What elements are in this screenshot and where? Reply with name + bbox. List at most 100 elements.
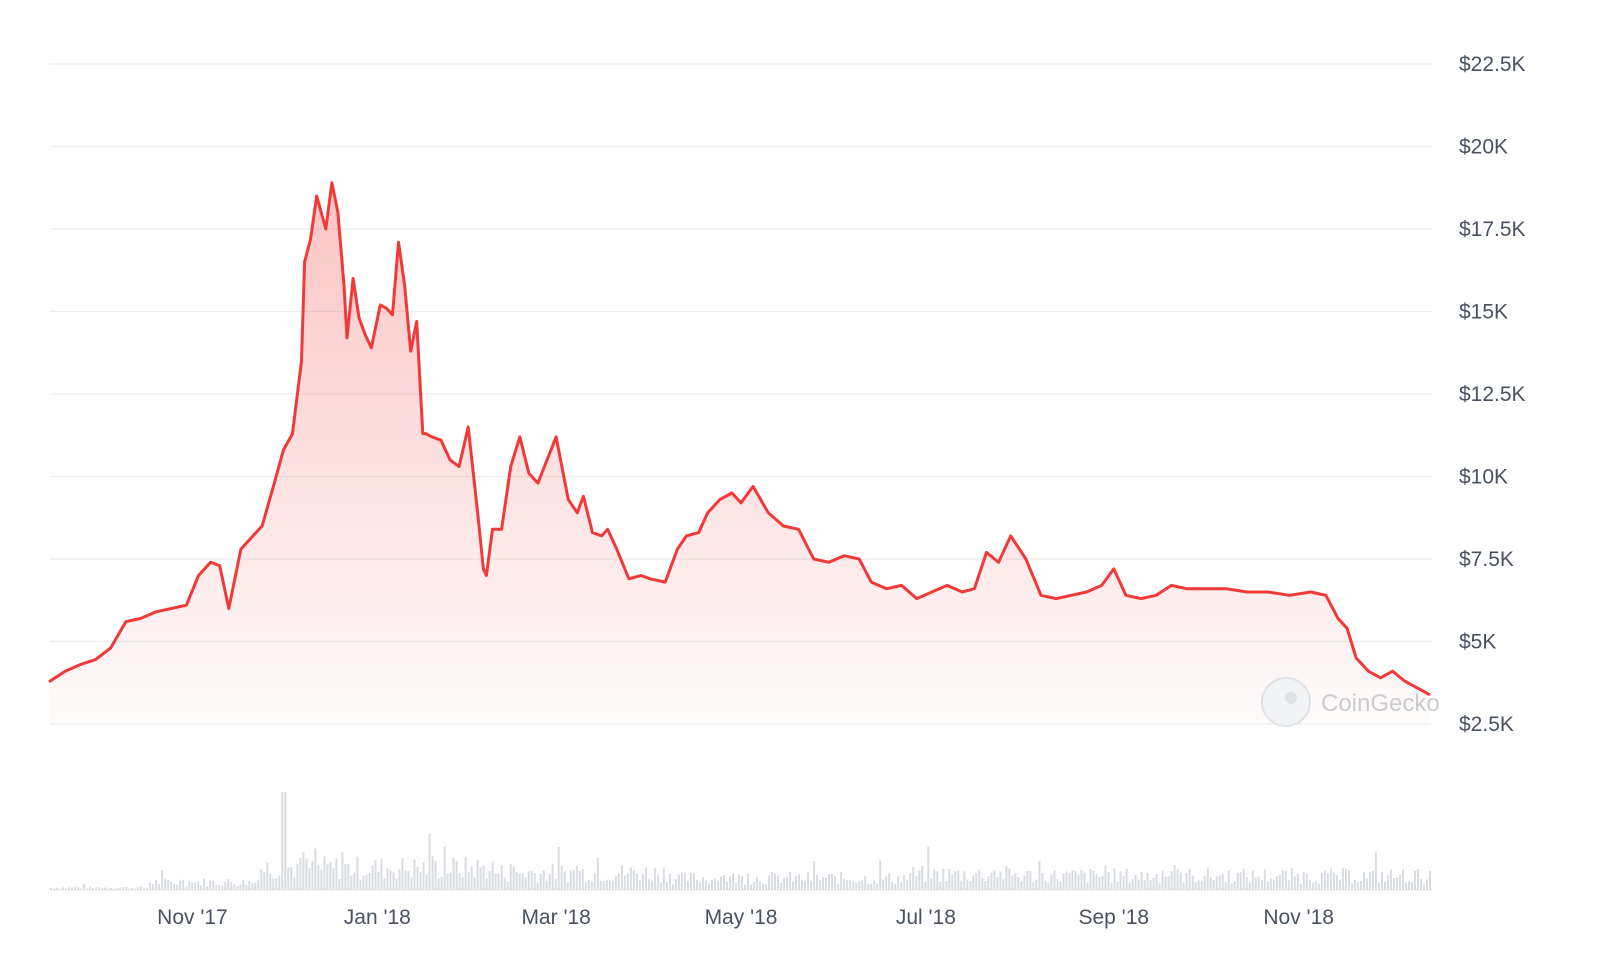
volume-bar [512, 866, 515, 890]
volume-bar [437, 878, 440, 890]
volume-bar [1293, 876, 1296, 890]
volume-bar [1323, 869, 1326, 890]
volume-bar [416, 867, 419, 890]
volume-bar [1242, 868, 1245, 890]
volume-bar [686, 880, 689, 890]
volume-bar [1128, 882, 1131, 890]
volume-bar [179, 880, 182, 890]
volume-bar [1326, 873, 1329, 890]
y-tick-label: $2.5K [1459, 713, 1514, 736]
volume-bar [1095, 873, 1098, 890]
volume-bar [975, 873, 978, 890]
volume-bar [972, 875, 975, 890]
volume-bar [338, 879, 341, 890]
volume-bar [677, 874, 680, 890]
volume-bar [413, 859, 416, 890]
volume-bar [191, 882, 194, 890]
volume-bar [714, 878, 716, 890]
volume-bar [1353, 879, 1356, 890]
volume-bar [900, 882, 903, 890]
volume-bar [750, 884, 752, 890]
volume-bar [1332, 872, 1335, 890]
volume-bar [287, 867, 290, 890]
volume-bar [602, 880, 605, 890]
price-area-fill [50, 182, 1429, 725]
volume-bar [1233, 881, 1236, 890]
volume-bar [1417, 868, 1419, 890]
volume-bar [1005, 866, 1008, 890]
volume-bar [756, 876, 758, 890]
volume-bar [206, 886, 209, 890]
volume-bar [1272, 879, 1275, 890]
volume-bar [1020, 881, 1023, 890]
volume-bar [1374, 852, 1377, 890]
volume-bar [1302, 871, 1305, 890]
volume-bar [611, 880, 614, 890]
volume-bar [77, 887, 79, 890]
volume-bar [1146, 873, 1149, 890]
volume-bar [464, 856, 467, 890]
volume-bar [1194, 882, 1197, 890]
volume-bar [506, 881, 509, 890]
volume-bar [1107, 872, 1110, 890]
volume-bar [1389, 869, 1392, 890]
volume-bar [698, 882, 701, 890]
volume-bar [1158, 883, 1161, 890]
volume-bar [140, 886, 143, 890]
volume-bar [524, 877, 527, 890]
volume-bar [1041, 873, 1044, 890]
volume-bar [167, 880, 170, 890]
volume-bar [852, 881, 855, 890]
volume-bar [200, 885, 203, 890]
volume-bar [1269, 878, 1272, 890]
volume-bar [1399, 874, 1401, 890]
volume-bar [194, 882, 197, 890]
volume-bar [281, 792, 284, 890]
volume-bar [1182, 882, 1185, 890]
volume-bar [1314, 881, 1317, 890]
volume-bar [1426, 879, 1428, 890]
volume-bar [575, 866, 578, 890]
volume-bar [879, 860, 882, 890]
volume-bar [1176, 869, 1179, 890]
volume-bar [59, 888, 61, 890]
volume-bar [1131, 879, 1134, 890]
volume-bar [497, 873, 500, 890]
volume-bar [1062, 873, 1065, 890]
volume-bar [125, 887, 128, 890]
volume-bar [551, 863, 554, 890]
volume-bar [407, 870, 410, 890]
volume-bar [143, 887, 146, 890]
y-tick-label: $10K [1459, 466, 1508, 489]
volume-bar [780, 883, 783, 890]
volume-bar [185, 886, 188, 890]
volume-bar [1092, 870, 1095, 890]
volume-bar [197, 881, 200, 890]
volume-bar [269, 873, 272, 890]
volume-bar [987, 876, 990, 890]
volume-bar [188, 881, 191, 890]
y-tick-label: $20K [1459, 136, 1508, 159]
volume-bar [933, 869, 936, 890]
volume-bar [966, 879, 969, 890]
volume-bar [1119, 871, 1122, 890]
volume-bar [359, 879, 362, 890]
volume-bar [215, 884, 218, 890]
volume-bar [635, 873, 638, 890]
x-tick-label: Nov '18 [1263, 906, 1334, 929]
price-series-line [48, 181, 1431, 696]
volume-bar [984, 881, 987, 890]
volume-bar [614, 876, 617, 890]
volume-bar [683, 872, 686, 890]
volume-bar [659, 882, 662, 890]
volume-bar [996, 876, 999, 890]
volume-bar [674, 879, 677, 890]
volume-bar [717, 880, 719, 890]
volume-bar [840, 871, 843, 890]
volume-bar [320, 869, 323, 890]
volume-bar [1059, 881, 1062, 890]
y-tick-label: $22.5K [1459, 53, 1526, 76]
volume-bar [86, 888, 89, 890]
volume-bar [855, 882, 858, 890]
